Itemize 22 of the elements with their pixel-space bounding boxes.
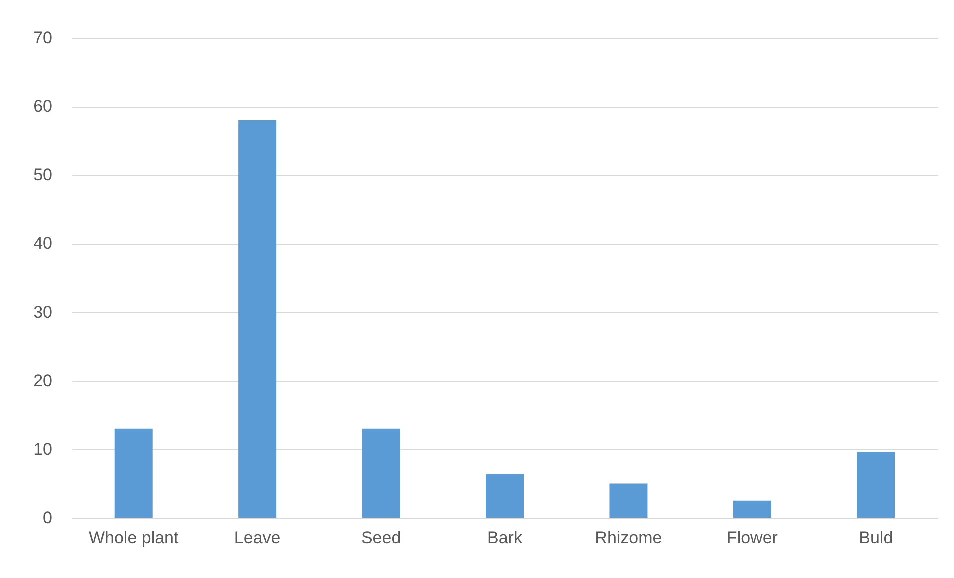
bar (486, 474, 524, 518)
x-tick-label: Flower (726, 528, 778, 548)
y-tick-label: 20 (34, 371, 52, 390)
y-tick-label: 50 (34, 166, 52, 185)
bar (857, 452, 896, 518)
y-tick-label: 70 (34, 28, 52, 48)
bar (610, 484, 648, 518)
x-tick-label: Rhizome (595, 528, 662, 548)
bar (733, 500, 772, 518)
y-tick-label: 30 (34, 302, 52, 322)
bar (362, 428, 400, 518)
bar (238, 120, 277, 518)
bar (114, 428, 153, 518)
x-tick-label: Bark (488, 528, 523, 548)
y-tick-label: 60 (34, 97, 52, 116)
x-tick-label: Buld (859, 528, 894, 548)
x-tick-label: Whole plant (88, 528, 180, 548)
x-tick-label: Seed (361, 528, 402, 548)
y-tick-label: 0 (43, 508, 52, 528)
x-tick-label: Leave (234, 528, 281, 548)
y-tick-label: 40 (34, 234, 52, 254)
y-tick-label: 10 (34, 440, 52, 459)
